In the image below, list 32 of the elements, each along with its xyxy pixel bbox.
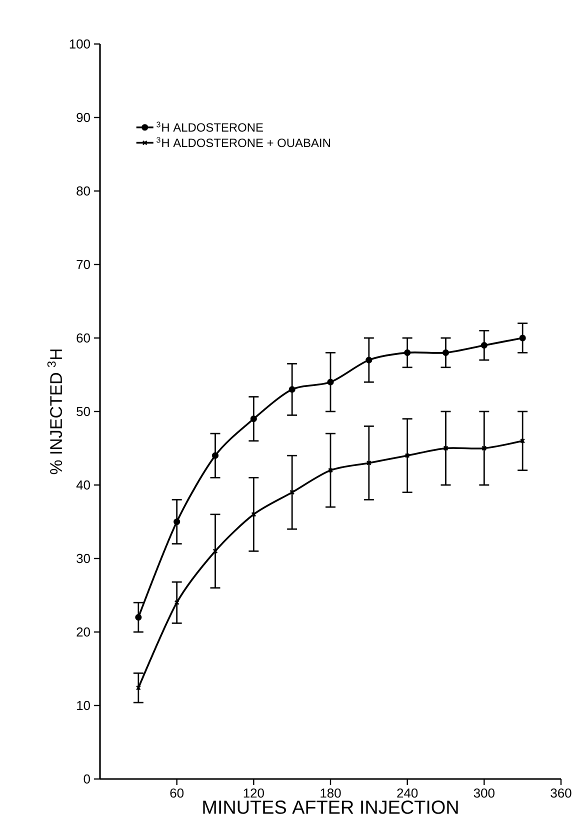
y-axis-title: % INJECTED $^{3}$H — [47, 350, 62, 474]
x-axis-title: MINUTES AFTER INJECTION — [203, 800, 458, 814]
y-tick-label: 40 — [76, 480, 90, 490]
x-tick-label: 180 — [320, 788, 341, 798]
x-tick-label: 60 — [170, 788, 184, 798]
y-tick-label: 70 — [76, 260, 90, 270]
y-tick-label: 50 — [76, 406, 90, 416]
point — [442, 349, 450, 356]
y-tick-label: 100 — [70, 39, 90, 49]
point — [174, 518, 180, 526]
x-tick-label: 300 — [474, 788, 494, 798]
y-tick-label: 60 — [76, 333, 90, 343]
legend-label: $^{3}$H ALDOSTERONE — [156, 122, 263, 132]
point — [327, 378, 334, 386]
point — [480, 342, 488, 349]
point — [366, 356, 372, 364]
y-tick-label: 10 — [77, 700, 90, 710]
y-tick-label: 90 — [76, 112, 90, 122]
point — [519, 334, 526, 342]
point — [212, 452, 219, 459]
y-tick-label: 80 — [76, 186, 90, 196]
point — [288, 386, 296, 393]
legend-label: $^{3}$H ALDOSTERONE + OUABAIN — [156, 137, 330, 148]
y-tick-label: 20 — [76, 627, 90, 637]
point — [404, 349, 411, 356]
y-tick-label: 30 — [76, 554, 90, 564]
x-tick-label: 360 — [550, 788, 572, 798]
x-tick-label: 240 — [397, 788, 418, 798]
y-tick-label: 0 — [84, 774, 90, 784]
x-tick-label: 120 — [244, 788, 264, 798]
point — [250, 416, 257, 422]
point — [135, 614, 142, 621]
